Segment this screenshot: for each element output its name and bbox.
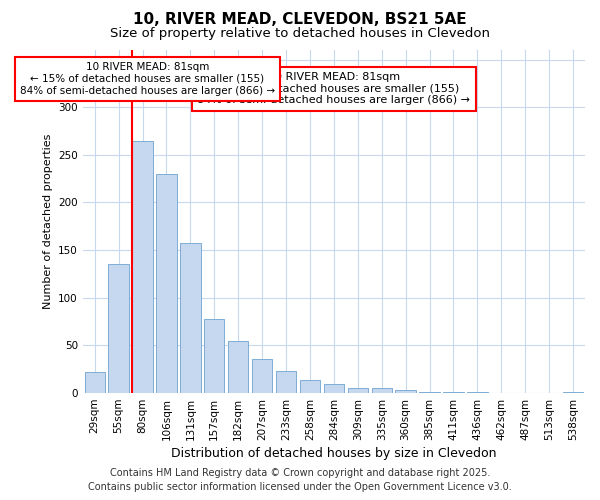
- Bar: [395, 390, 416, 393]
- Bar: [563, 392, 583, 393]
- Bar: [252, 359, 272, 393]
- X-axis label: Distribution of detached houses by size in Clevedon: Distribution of detached houses by size …: [171, 447, 497, 460]
- Bar: [157, 174, 176, 393]
- Bar: [300, 380, 320, 393]
- Bar: [228, 340, 248, 393]
- Bar: [347, 388, 368, 393]
- Y-axis label: Number of detached properties: Number of detached properties: [43, 134, 53, 309]
- Bar: [180, 242, 200, 393]
- Bar: [133, 140, 153, 393]
- Bar: [85, 372, 105, 393]
- Text: Size of property relative to detached houses in Clevedon: Size of property relative to detached ho…: [110, 28, 490, 40]
- Bar: [443, 392, 464, 393]
- Text: 10 RIVER MEAD: 81sqm
← 15% of detached houses are smaller (155)
84% of semi-deta: 10 RIVER MEAD: 81sqm ← 15% of detached h…: [20, 62, 275, 96]
- Text: 10 RIVER MEAD: 81sqm
← 15% of detached houses are smaller (155)
84% of semi-deta: 10 RIVER MEAD: 81sqm ← 15% of detached h…: [197, 72, 470, 106]
- Text: 10, RIVER MEAD, CLEVEDON, BS21 5AE: 10, RIVER MEAD, CLEVEDON, BS21 5AE: [133, 12, 467, 28]
- Bar: [204, 318, 224, 393]
- Bar: [419, 392, 440, 393]
- Bar: [467, 392, 488, 393]
- Bar: [276, 371, 296, 393]
- Bar: [324, 384, 344, 393]
- Text: Contains HM Land Registry data © Crown copyright and database right 2025.
Contai: Contains HM Land Registry data © Crown c…: [88, 468, 512, 492]
- Bar: [109, 264, 129, 393]
- Bar: [371, 388, 392, 393]
